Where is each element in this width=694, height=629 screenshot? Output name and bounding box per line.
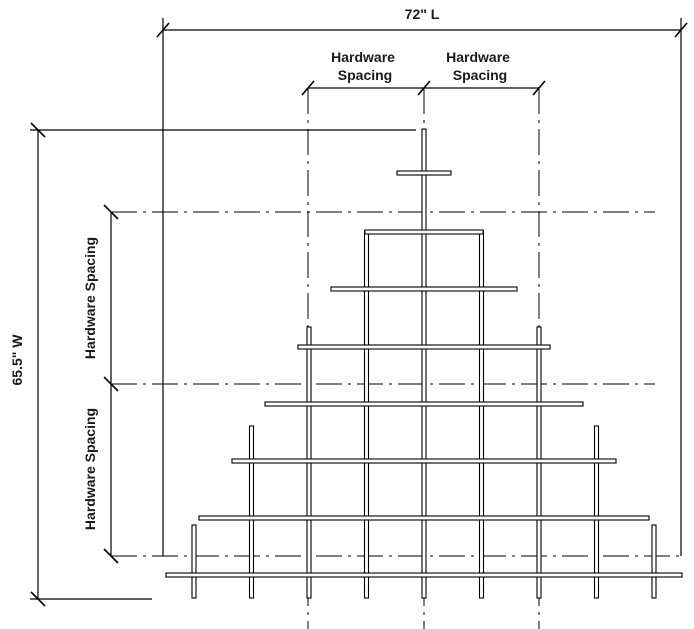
width-dimension: 65.5" W xyxy=(9,122,416,607)
length-label: 72" L xyxy=(405,6,440,22)
length-tick-left xyxy=(156,22,170,38)
top-hardware-spacing-dimension: Hardware Spacing Hardware Spacing xyxy=(301,49,546,96)
horizontal-slat xyxy=(330,286,518,292)
horizontal-slat xyxy=(165,572,683,578)
top-left-spacing-label: Hardware Spacing xyxy=(331,49,399,83)
vertical-slat xyxy=(421,128,427,599)
vertical-slat xyxy=(248,425,255,599)
width-tick-top xyxy=(30,122,46,138)
vertical-slat xyxy=(191,524,197,599)
top-right-spacing-label: Hardware Spacing xyxy=(446,49,514,83)
width-label: 65.5" W xyxy=(9,334,25,386)
horizontal-slat xyxy=(297,344,551,350)
vertical-slat xyxy=(478,230,485,599)
vertical-slat xyxy=(651,524,657,599)
horizontal-slat xyxy=(364,229,484,235)
vertical-slat xyxy=(363,230,370,599)
horizontal-slat xyxy=(231,458,617,464)
vertical-slat xyxy=(593,425,600,599)
side-lower-spacing-label: Hardware Spacing xyxy=(82,408,98,530)
pyramid-shelf-grid xyxy=(165,128,683,599)
side-upper-spacing-label: Hardware Spacing xyxy=(82,237,98,359)
horizontal-slat xyxy=(264,401,584,407)
length-tick-right xyxy=(674,22,688,38)
length-dimension: 72" L xyxy=(156,6,688,556)
width-tick-bottom xyxy=(30,591,46,607)
horizontal-slat xyxy=(198,515,650,521)
horizontal-slat xyxy=(396,170,452,176)
